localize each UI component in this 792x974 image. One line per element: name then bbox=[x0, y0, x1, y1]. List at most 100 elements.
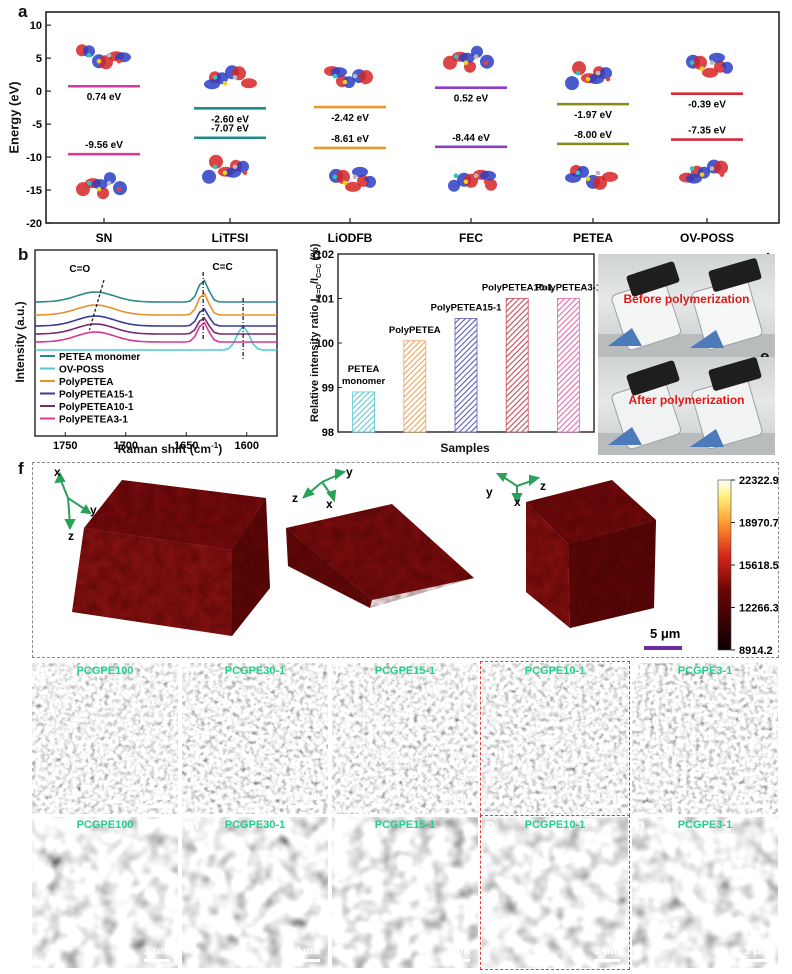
vials-before-image bbox=[598, 258, 775, 358]
legend-label: PETEA monomer bbox=[59, 352, 140, 363]
sem-scale-text: 10 μm bbox=[138, 789, 170, 803]
sem-texture bbox=[332, 817, 478, 968]
peak-label-co: C=O bbox=[69, 264, 90, 275]
panel-label-c: c bbox=[312, 245, 322, 264]
a-ytick: -10 bbox=[26, 152, 42, 164]
sem-panel-letter: n bbox=[335, 817, 345, 834]
colorbar-tick: 8914.2 bbox=[739, 645, 773, 657]
bar bbox=[505, 298, 529, 433]
peak-label-cc: C=C bbox=[212, 262, 232, 273]
raman-series bbox=[35, 324, 277, 351]
a-ytick: -20 bbox=[26, 218, 42, 230]
panel-label-b: b bbox=[18, 245, 29, 264]
panel-b-xlabel-sup: -1 bbox=[211, 441, 219, 450]
sem-scale-text: 10 μm bbox=[588, 789, 620, 803]
panel-c-ylabel-sub2: C=C bbox=[316, 263, 324, 278]
lumo-value: 0.74 eV bbox=[87, 92, 122, 103]
sem-texture bbox=[632, 817, 778, 968]
sem-texture bbox=[482, 817, 628, 968]
sem-texture bbox=[32, 817, 178, 968]
sem-scale-text: 2 μm bbox=[744, 943, 770, 957]
sem-image-j: j PCGPE10-1 10 μm bbox=[480, 661, 630, 816]
sem-scale-bar-line bbox=[594, 959, 620, 962]
sem-scale-bar-line bbox=[288, 805, 320, 808]
sem-scalebar: 10 μm bbox=[138, 789, 170, 808]
colorbar-tick: 18970.7 bbox=[739, 518, 779, 530]
colorbar bbox=[717, 479, 732, 651]
sem-texture bbox=[182, 817, 328, 968]
panel-b-xlabel: Raman shift (cm-1) bbox=[50, 441, 290, 456]
homo-value: -8.44 eV bbox=[452, 133, 490, 144]
colorbar-tick: 15618.5 bbox=[739, 560, 779, 572]
sem-texture bbox=[482, 663, 628, 814]
sem-panel-letter: p bbox=[635, 817, 645, 834]
panel-d-photo: Before polymerization bbox=[598, 254, 775, 358]
molecule-label: FEC bbox=[459, 231, 483, 245]
sem-sample-label: PCGPE30-1 bbox=[224, 819, 286, 831]
sem-sample-label: PCGPE100 bbox=[76, 665, 134, 677]
sem-panel-letter: k bbox=[635, 663, 644, 680]
a-ytick: 0 bbox=[36, 86, 42, 98]
sem-image-i: i PCGPE15-1 10 μm bbox=[332, 663, 478, 814]
sem-scale-bar-line bbox=[144, 959, 170, 962]
legend-label: PolyPETEA15-1 bbox=[59, 390, 134, 401]
axis-3-a: y bbox=[486, 485, 493, 499]
colorbar-tick: 22322.9 bbox=[739, 475, 779, 487]
sem-sample-label: PCGPE15-1 bbox=[374, 665, 436, 677]
panel-f-frame bbox=[32, 462, 779, 658]
panel-c-ylabel-text: Relative intensity ratio I bbox=[308, 298, 321, 423]
axis-triads bbox=[54, 468, 541, 531]
map-cube-2 bbox=[286, 504, 474, 608]
sem-scalebar: 2 μm bbox=[294, 943, 320, 962]
sem-scale-text: 2 μm bbox=[594, 943, 620, 957]
raman-series bbox=[35, 307, 277, 327]
sem-sample-label: PCGPE100 bbox=[76, 819, 134, 831]
a-ytick: 10 bbox=[30, 20, 42, 32]
orbital-icon bbox=[329, 166, 376, 192]
panel-a-energy-diagram: 10 5 0 -5 -10 -15 -20 0.74 eV -9.56 eV SN -2.60 eV… bbox=[26, 11, 780, 245]
orbital-icon bbox=[448, 169, 497, 192]
a-ytick: -15 bbox=[26, 185, 42, 197]
sem-scalebar: 2 μm bbox=[444, 943, 470, 962]
legend-label: PolyPETEA bbox=[59, 377, 113, 388]
sem-panel-letter: j bbox=[485, 663, 490, 680]
molecule-label: PETEA bbox=[573, 231, 613, 245]
sem-scalebar: 10 μm bbox=[438, 789, 470, 808]
sem-scale-bar-line bbox=[444, 959, 470, 962]
sem-texture bbox=[632, 663, 778, 814]
raman-series bbox=[35, 279, 277, 303]
sem-panel-letter: m bbox=[185, 817, 200, 834]
orbital-icon bbox=[324, 66, 373, 89]
panel-f-scale-text: 5 μm bbox=[650, 626, 680, 641]
panel-c-ylabel-sub1: C=O bbox=[316, 284, 324, 299]
sem-sample-label: PCGPE10-1 bbox=[524, 665, 586, 677]
sem-texture bbox=[32, 663, 178, 814]
c-ytick: 98 bbox=[322, 427, 334, 439]
sem-panel-letter: l bbox=[35, 817, 40, 834]
panel-e-photo: After polymerization bbox=[598, 357, 775, 455]
panel-d-caption: Before polymerization bbox=[623, 292, 750, 306]
axis-1-c: z bbox=[68, 529, 74, 543]
molecule-label: SN bbox=[96, 231, 113, 245]
panel-a-ylabel: Energy (eV) bbox=[6, 81, 22, 154]
orbital-icon bbox=[565, 164, 618, 190]
sem-image-n: n PCGPE15-1 2 μm bbox=[332, 817, 478, 968]
sem-image-h: h PCGPE30-1 10 μm bbox=[182, 663, 328, 814]
vials-after-image bbox=[598, 357, 775, 455]
bar bbox=[454, 318, 478, 433]
sem-scalebar: 10 μm bbox=[738, 789, 770, 808]
bar-label: PolyPETEA bbox=[389, 325, 441, 336]
raman-series bbox=[35, 292, 277, 316]
sem-sample-label: PCGPE3-1 bbox=[677, 819, 733, 831]
sem-scalebar: 2 μm bbox=[594, 943, 620, 962]
orbital-icon bbox=[443, 45, 494, 73]
lumo-value: -2.42 eV bbox=[331, 113, 369, 124]
sem-image-l: l PCGPE100 2 μm bbox=[32, 817, 178, 968]
axis-3-b: x bbox=[514, 495, 521, 509]
sem-scalebar: 10 μm bbox=[288, 789, 320, 808]
sem-image-p: p PCGPE3-1 2 μm bbox=[632, 817, 778, 968]
a-ytick: 5 bbox=[36, 53, 42, 65]
b-xtick: 1600 bbox=[235, 440, 259, 452]
